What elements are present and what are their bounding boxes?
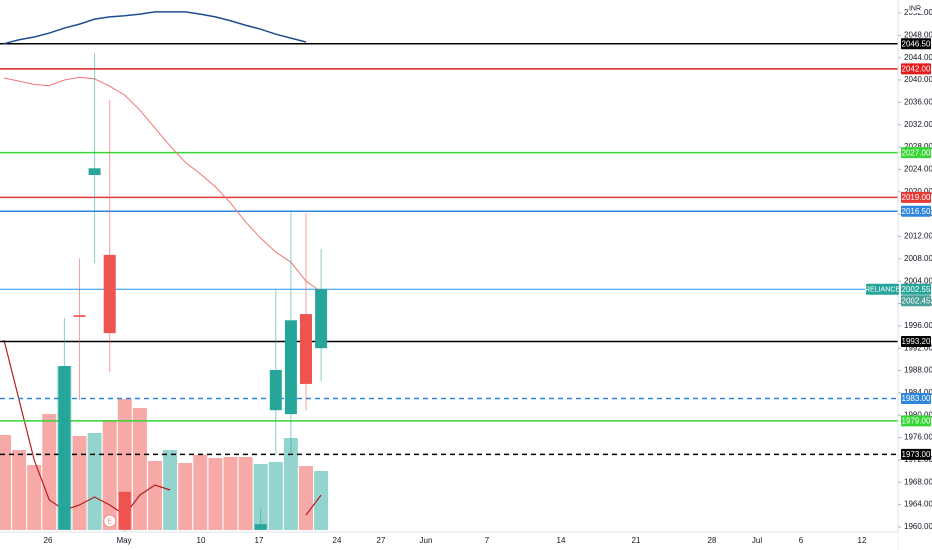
upper-band-line [3,11,307,45]
volume-bar [0,435,11,530]
y-tick-label: 1996.00 [904,321,932,330]
x-tick-label: Jul [752,536,762,545]
volume-bar [314,471,329,530]
y-tick-label: 2032.00 [904,120,932,129]
y-tick-label: 2036.00 [904,97,932,106]
level-label-box [901,205,931,217]
volume-bar [27,465,42,530]
candle-body [315,289,328,349]
volume-bar [223,457,238,530]
candle-body [58,366,71,530]
x-tick-label: 26 [44,536,53,545]
y-tick-label: 1968.00 [904,477,932,486]
volume-ma-line [3,339,322,516]
moving-average-line [3,76,322,293]
level-label-box [901,38,931,50]
volume-bar [178,463,193,530]
y-tick-label: 1976.00 [904,433,932,442]
level-label-box [901,392,931,404]
volume-bar [238,457,253,530]
symbol-label: RELIANCE [865,287,900,294]
y-tick-label: 1960.00 [904,522,932,531]
level-label-box [901,448,931,460]
volume-bar [193,455,208,530]
x-tick-label: 28 [708,536,717,545]
candle-body [284,320,297,415]
x-tick-label: 7 [485,536,490,545]
volume-bar [253,464,268,530]
y-tick-label: 2008.00 [904,254,932,263]
volume-bar [208,458,223,530]
level-label: 1973.00 [902,450,931,459]
x-tick-label: 27 [377,536,386,545]
level-label-box [901,191,931,203]
last-price-label-box [901,283,931,295]
x-tick-label: May [116,536,131,545]
y-tick-label: 2012.00 [904,232,932,241]
y-tick-label: 1992.00 [904,343,932,352]
time-axis [0,532,898,550]
x-tick-label: 6 [799,536,804,545]
volume-bar [42,414,57,530]
level-label-box [901,63,931,75]
volume-bar [132,408,147,530]
level-label-box [901,335,931,347]
candle-body [103,254,116,334]
y-tick-label: 1964.00 [904,500,932,509]
candle-body [118,491,131,530]
x-tick-label: Jun [420,536,433,545]
level-label: 2019.00 [902,193,931,202]
x-tick-label: 10 [197,536,206,545]
level-label: 1979.00 [902,416,931,425]
candle-body [300,314,312,384]
y-tick-label: 2040.00 [904,75,932,84]
y-tick-label: 2044.00 [904,53,932,62]
level-label: 1993.20 [902,337,931,346]
y-tick-label: 1988.00 [904,366,932,375]
level-label: 2016.50 [902,207,931,216]
volume-bar [102,420,117,530]
level-label-box [901,147,931,159]
x-tick-label: 17 [255,536,264,545]
volume-bar [72,436,87,530]
x-tick-label: 24 [333,536,342,545]
y-tick-label: 2048.00 [904,30,932,39]
volume-bar [87,433,102,530]
earnings-marker [103,514,117,528]
volume-bar [268,462,283,530]
x-tick-label: 14 [557,536,566,545]
prev-price-label: 2002.45 [902,296,931,305]
y-tick-label: 1980.00 [904,410,932,419]
candle-body [254,524,267,530]
level-label: 2046.50 [902,39,931,48]
y-tick-label: 2024.00 [904,165,932,174]
y-tick-label: 2028.00 [904,142,932,151]
last-price-label: 2002.55 [902,285,931,294]
x-tick-label: 12 [858,536,867,545]
volume-bar [12,450,27,530]
level-label-box [901,415,931,427]
level-label: 1983.00 [902,394,931,403]
earnings-label: E [107,518,112,525]
volume-bar [148,461,162,530]
x-tick-label: 21 [632,536,641,545]
level-label: 2027.00 [902,148,931,157]
y-tick-label: 1984.00 [904,388,932,397]
currency-box [908,4,922,13]
volume-bar [299,466,313,530]
y-tick-label: 2004.00 [904,276,932,285]
volume-bar [283,438,298,530]
candle-body [269,369,282,411]
candle-body [73,315,86,317]
symbol-box [866,283,899,295]
currency-label: INR [909,5,921,12]
level-label: 2042.00 [902,64,931,73]
candle-body [88,168,101,175]
y-tick-label: 2020.00 [904,187,932,196]
prev-price-label-box [901,295,931,307]
